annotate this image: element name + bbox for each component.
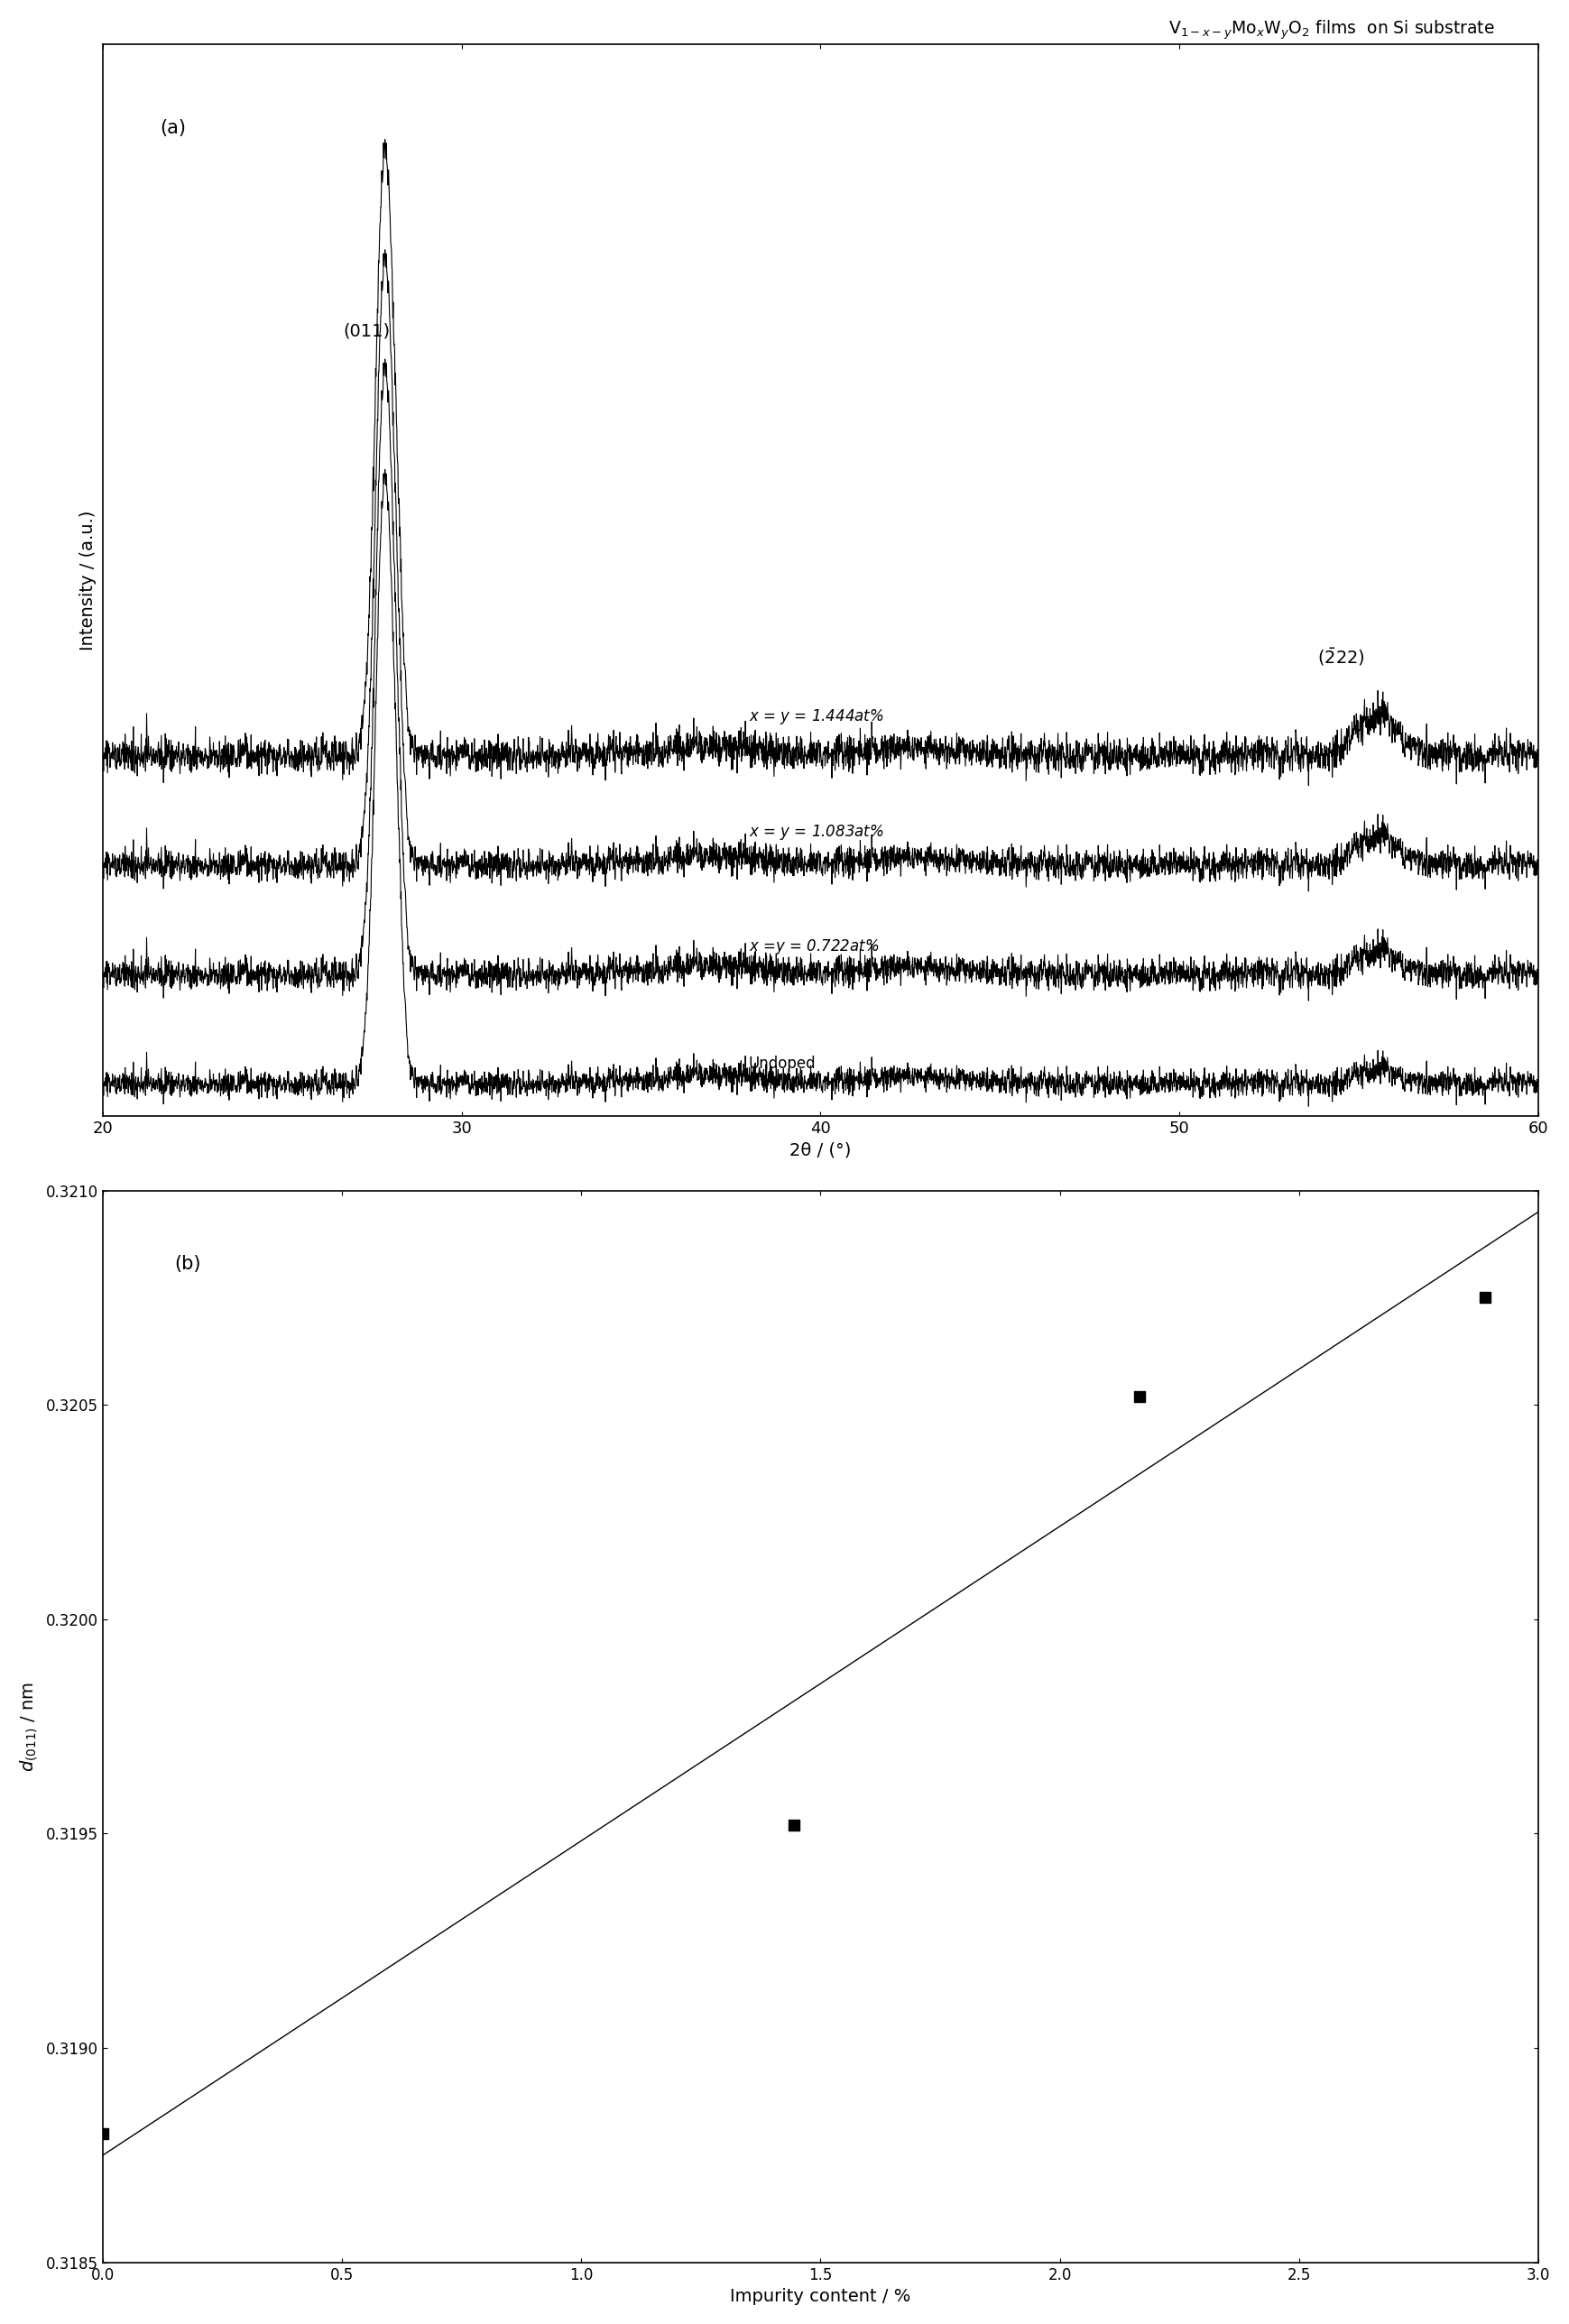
Point <box>91 2115 116 2152</box>
Point <box>1127 1378 1152 1415</box>
Text: (a): (a) <box>160 119 187 137</box>
Text: $x$ =$y$ = 0.722at%: $x$ =$y$ = 0.722at% <box>748 937 879 955</box>
Text: Undoped: Undoped <box>748 1055 816 1071</box>
Text: $x$ = $y$ = 1.083at%: $x$ = $y$ = 1.083at% <box>748 823 883 841</box>
Point <box>781 1806 806 1843</box>
X-axis label: Impurity content / %: Impurity content / % <box>730 2289 912 2305</box>
Text: (b): (b) <box>174 1255 201 1274</box>
Y-axis label: $d_{(011)}$ / nm: $d_{(011)}$ / nm <box>19 1680 39 1771</box>
Point <box>1472 1278 1497 1315</box>
Text: V$_{1-x-y}$Mo$_x$W$_y$O$_2$ films  on Si substrate: V$_{1-x-y}$Mo$_x$W$_y$O$_2$ films on Si … <box>1169 19 1495 42</box>
Text: (011): (011) <box>344 323 391 339</box>
Y-axis label: Intensity / (a.u.): Intensity / (a.u.) <box>80 511 97 651</box>
X-axis label: 2θ / (°): 2θ / (°) <box>789 1141 852 1160</box>
Text: $(\bar{2}22)$: $(\bar{2}22)$ <box>1316 646 1365 667</box>
Text: $x$ = $y$ = 1.444at%: $x$ = $y$ = 1.444at% <box>748 706 883 727</box>
